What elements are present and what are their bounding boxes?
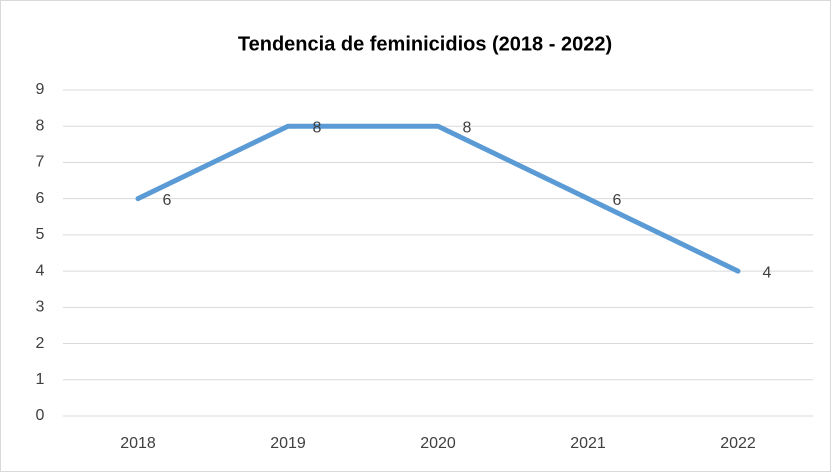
chart-title: Tendencia de feminicidios (2018 - 2022) <box>238 33 612 55</box>
x-tick-label: 2020 <box>420 435 456 452</box>
line <box>135 123 741 274</box>
y-tick-label: 9 <box>36 81 45 98</box>
y-tick-label: 2 <box>36 335 45 352</box>
y-tick-label: 7 <box>36 154 45 171</box>
data-label: 8 <box>463 119 472 136</box>
x-tick-label: 2022 <box>720 435 756 452</box>
y-tick-label: 8 <box>36 117 45 134</box>
y-tick-label: 6 <box>36 190 45 207</box>
x-tick-label: 2021 <box>570 435 606 452</box>
data-label: 8 <box>313 119 322 136</box>
data-label: 4 <box>763 264 772 281</box>
x-tick-label: 2019 <box>270 435 306 452</box>
y-tick-label: 0 <box>36 407 45 424</box>
data-label: 6 <box>163 192 172 209</box>
x-tick-label: 2018 <box>120 435 156 452</box>
y-tick-label: 3 <box>36 299 45 316</box>
y-tick-label: 5 <box>36 226 45 243</box>
data-label: 6 <box>613 192 622 209</box>
y-tick-label: 1 <box>36 371 45 388</box>
y-tick-label: 4 <box>36 262 45 279</box>
